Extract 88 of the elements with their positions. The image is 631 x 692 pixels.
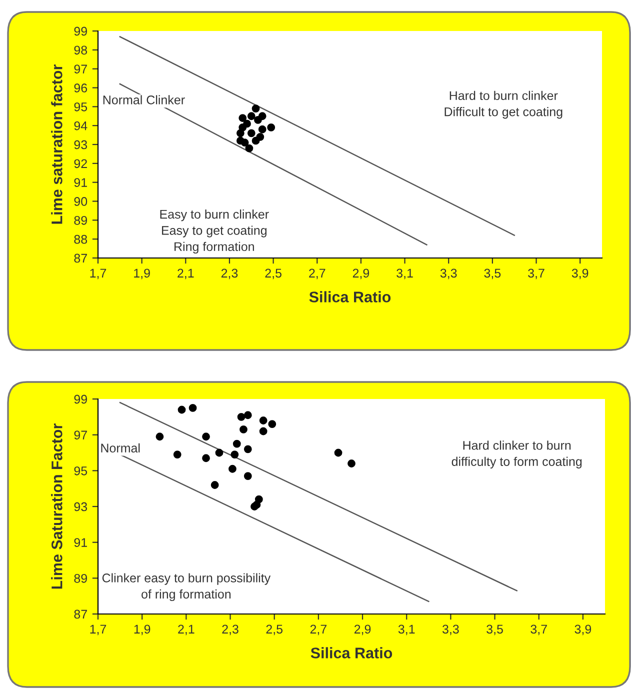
point xyxy=(348,460,356,468)
point xyxy=(240,138,249,147)
y-tick-label: 99 xyxy=(74,26,87,36)
x-tick-label: 1,7 xyxy=(90,268,106,280)
y-tick-label: 98 xyxy=(74,46,88,55)
x-tick-label: 3,3 xyxy=(442,624,459,636)
y-tick-label: 87 xyxy=(74,254,87,263)
point xyxy=(178,406,186,414)
point xyxy=(238,124,247,132)
annotation: Normal Clinker xyxy=(103,95,185,104)
point xyxy=(247,112,256,120)
point xyxy=(252,104,260,113)
point xyxy=(256,132,264,141)
point xyxy=(254,495,263,504)
point xyxy=(188,404,197,412)
x-tick-label: 1,9 xyxy=(134,268,150,280)
y-tick-label: 95 xyxy=(74,102,88,112)
x-tick-label: 3,9 xyxy=(574,624,592,636)
y-tick-label: 97 xyxy=(74,64,87,74)
y-tick-label: 89 xyxy=(74,216,87,225)
point xyxy=(259,416,268,424)
annotation: Easy to burn clinker Easy to get coating Ring formation xyxy=(160,210,269,254)
x-tick-label: 3,1 xyxy=(398,624,415,636)
x-tick-label: 3,3 xyxy=(440,268,457,280)
x-tick-label: 3,9 xyxy=(572,268,588,280)
point xyxy=(228,464,236,473)
x-tick-label: 3,7 xyxy=(528,268,544,280)
x-tick-label: 2,5 xyxy=(266,624,283,636)
annotation: Hard clinker to burn difficulty to form coating xyxy=(452,440,582,468)
point xyxy=(258,125,266,134)
point xyxy=(230,450,239,458)
x-tick-label: 3,7 xyxy=(530,624,547,636)
x-tick-label: 2,9 xyxy=(352,268,370,280)
y-tick-label: 90 xyxy=(74,197,88,206)
annotation: Clinker easy to burn possibility of ring formation xyxy=(102,573,271,602)
y-axis-title: Lime saturation factor xyxy=(51,64,62,224)
x-tick-label: 1,7 xyxy=(90,624,106,636)
point xyxy=(244,472,252,480)
y-tick-label: 91 xyxy=(74,178,87,187)
x-tick-label: 3,5 xyxy=(484,268,501,280)
point xyxy=(334,448,342,457)
x-tick-label: 3,1 xyxy=(396,268,413,280)
point xyxy=(245,144,254,152)
y-tick-label: 87 xyxy=(74,610,87,619)
point xyxy=(210,481,219,489)
annotation: Hard to burn clinker Difficult to get coating xyxy=(444,90,562,119)
x-tick-label: 2,1 xyxy=(178,624,194,636)
y-tick-label: 93 xyxy=(74,502,88,512)
y-tick-label: 95 xyxy=(74,466,88,476)
annotation: Normal xyxy=(101,443,140,453)
x-tick-label: 2,3 xyxy=(221,268,238,280)
x-tick-label: 3,5 xyxy=(486,624,503,636)
x-tick-label: 2,5 xyxy=(265,268,282,280)
y-tick-label: 94 xyxy=(74,121,88,130)
y-tick-label: 93 xyxy=(74,140,88,150)
point xyxy=(156,432,164,441)
point xyxy=(244,445,252,454)
x-tick-label: 2,7 xyxy=(309,268,326,280)
y-tick-label: 99 xyxy=(74,394,87,404)
x-tick-label: 2,7 xyxy=(310,624,326,636)
point xyxy=(202,454,210,462)
point xyxy=(250,502,258,510)
point xyxy=(215,448,224,457)
point xyxy=(238,114,247,122)
y-tick-label: 91 xyxy=(74,538,87,547)
y-tick-label: 88 xyxy=(74,234,88,244)
point xyxy=(244,411,252,420)
y-tick-label: 97 xyxy=(74,430,87,440)
point xyxy=(259,427,268,436)
point xyxy=(268,420,276,428)
y-tick-label: 96 xyxy=(74,84,88,92)
x-tick-label: 2,1 xyxy=(178,268,194,280)
y-tick-label: 92 xyxy=(74,159,87,168)
point xyxy=(237,412,246,421)
point xyxy=(232,440,241,448)
point xyxy=(173,450,182,458)
point xyxy=(240,426,248,434)
point xyxy=(254,116,262,124)
y-tick-label: 89 xyxy=(74,574,87,583)
x-axis-title: Silica Ratio xyxy=(309,291,391,302)
x-tick-label: 2,3 xyxy=(222,624,238,636)
x-axis-title: Silica Ratio xyxy=(310,647,392,658)
x-tick-label: 1,9 xyxy=(134,624,150,636)
point xyxy=(202,432,210,441)
point xyxy=(267,124,276,132)
point xyxy=(247,129,256,138)
x-tick-label: 2,9 xyxy=(354,624,371,636)
y-axis-title: Lime Saturation Factor xyxy=(51,424,62,589)
